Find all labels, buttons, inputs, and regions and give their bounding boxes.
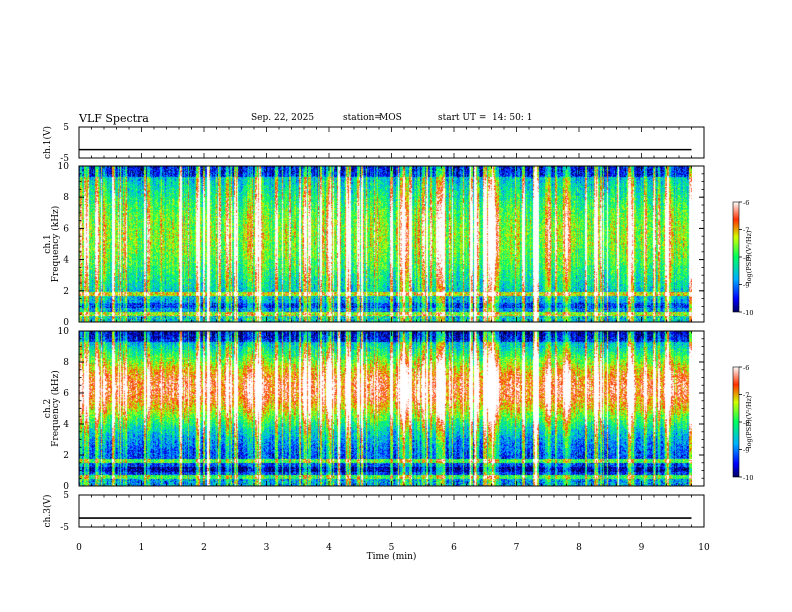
panel-channel-label: ch.2	[43, 399, 53, 418]
x-tick-label: 1	[139, 543, 145, 553]
colorbar-tick-label: -7	[743, 392, 749, 400]
x-tick-label: 3	[264, 543, 270, 553]
x-axis-label: Time (min)	[367, 551, 417, 562]
ch2-spectrogram-image	[79, 331, 692, 486]
colorbar-tick-label: -6	[743, 199, 749, 207]
x-tick-label: 5	[389, 543, 395, 553]
x-tick-label: 4	[326, 543, 332, 553]
colorbar	[732, 201, 740, 313]
colorbar-label: log(PSD)(V²/Hz)	[745, 395, 753, 448]
y-tick-label: 10	[58, 327, 70, 337]
colorbar-tick-label: -6	[743, 364, 749, 372]
colorbar-tick-label: -10	[743, 474, 753, 482]
y-tick-label: 4	[63, 256, 69, 266]
x-tick-label: 9	[639, 543, 645, 553]
colorbar-tick-label: -9	[743, 447, 749, 455]
x-tick-label: 10	[698, 543, 710, 553]
y-tick-label: 0	[63, 482, 69, 492]
station-value: MOS	[379, 113, 402, 123]
y-tick-label: 5	[63, 123, 69, 133]
date-label: Sep. 22, 2025	[251, 113, 315, 123]
y-tick-label: 5	[63, 491, 69, 501]
y-tick-label: 0	[63, 318, 69, 328]
colorbar-tick-label: -9	[743, 282, 749, 290]
panel-channel-label: ch.1	[43, 234, 53, 253]
start-prefix: start UT =	[438, 113, 487, 123]
x-tick-label: 7	[514, 543, 520, 553]
start-time: 14: 50: 1	[492, 113, 533, 123]
colorbar-tick-label: -8	[743, 419, 749, 427]
y-tick-label: 4	[63, 420, 69, 430]
y-tick-label: 8	[63, 193, 69, 203]
colorbar	[732, 366, 740, 478]
y-tick-label: 6	[63, 389, 69, 399]
y-tick-label: -5	[60, 523, 69, 533]
y-tick-label: -5	[60, 154, 69, 164]
y-tick-label: 10	[58, 162, 70, 172]
y-tick-label: 2	[63, 287, 69, 297]
x-tick-label: 0	[76, 543, 82, 553]
panel-ylabel: Frequency (kHz)	[50, 370, 61, 447]
ch1-spectrogram-image	[79, 166, 692, 322]
panel-ylabel: ch.3(V)	[42, 495, 53, 528]
station-prefix: station=	[343, 113, 382, 123]
panel-ylabel: Frequency (kHz)	[50, 206, 61, 283]
y-tick-label: 2	[63, 451, 69, 461]
colorbar-label: log(PSD)(V²/Hz)	[745, 230, 753, 283]
x-tick-label: 6	[451, 543, 457, 553]
colorbar-tick-label: -10	[743, 309, 753, 317]
chart-title: VLF Spectra	[79, 112, 149, 125]
x-tick-label: 2	[201, 543, 207, 553]
y-tick-label: 8	[63, 358, 69, 368]
colorbar-tick-label: -8	[743, 254, 749, 262]
y-tick-label: 6	[63, 224, 69, 234]
x-tick-label: 8	[576, 543, 582, 553]
panel-ylabel: ch.1(V)	[42, 126, 53, 159]
colorbar-tick-label: -7	[743, 227, 749, 235]
